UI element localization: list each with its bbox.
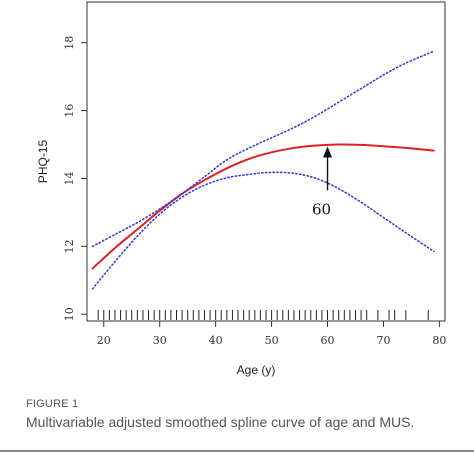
y-tick-label-10: 10	[63, 307, 76, 321]
series-upper-ci	[91, 50, 435, 248]
y-axis-title: PHQ-15	[36, 140, 50, 184]
bottom-divider	[0, 450, 474, 452]
y-tick-label-14: 14	[63, 171, 76, 185]
x-tick-label-50: 50	[265, 334, 279, 347]
y-tick-label-16: 16	[63, 104, 76, 118]
x-tick-label-20: 20	[97, 334, 111, 347]
series-lower-ci	[91, 171, 435, 290]
figure-label: FIGURE 1	[26, 398, 79, 410]
spline-chart: 10 12 14 16 18 20 30 40 50 60 70 80 60 PHQ-15 Age …	[36, 1, 446, 377]
x-axis-title: Age (y)	[237, 363, 276, 377]
annotation-label: 60	[312, 200, 331, 218]
x-tick-label-30: 30	[153, 334, 167, 347]
annotation-arrowhead	[323, 146, 333, 158]
y-tick-label-18: 18	[63, 36, 76, 50]
figure-caption: Multivariable adjusted smoothed spline c…	[26, 414, 415, 430]
rug-marks	[97, 310, 429, 320]
x-tick-label-60: 60	[321, 334, 335, 347]
series-estimate	[91, 143, 435, 270]
y-tick-label-12: 12	[63, 239, 76, 253]
x-axis: 20 30 40 50 60 70 80	[97, 321, 446, 347]
peak-annotation: 60	[312, 146, 333, 218]
y-axis: 10 12 14 16 18	[63, 36, 87, 321]
x-tick-label-40: 40	[209, 334, 223, 347]
plot-frame	[86, 1, 446, 322]
x-tick-label-70: 70	[376, 334, 390, 347]
x-tick-label-80: 80	[432, 334, 446, 347]
series-lines	[91, 50, 435, 290]
